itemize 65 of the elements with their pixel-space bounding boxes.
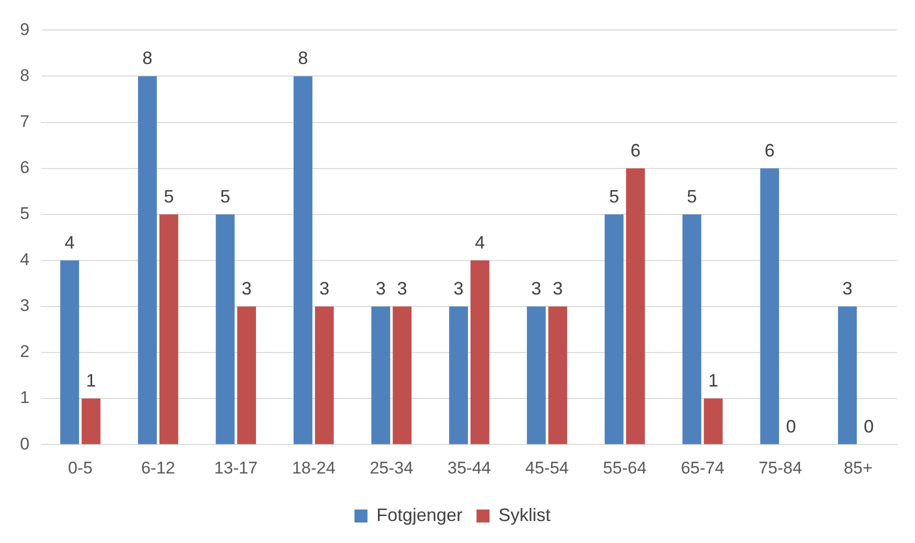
data-label: 0 <box>864 416 874 437</box>
x-tick-label: 75-84 <box>758 458 802 478</box>
legend-label: Fotgjenger <box>376 504 463 525</box>
data-label: 3 <box>319 278 330 298</box>
bar <box>82 398 100 444</box>
data-label: 3 <box>531 278 542 298</box>
x-tick-label: 85+ <box>844 458 873 478</box>
bar <box>237 306 256 444</box>
bar <box>682 214 702 444</box>
x-tick-label: 13-17 <box>214 458 258 478</box>
bar <box>294 76 312 444</box>
bar <box>138 76 157 444</box>
bar <box>449 306 468 444</box>
y-tick-label: 2 <box>20 342 30 362</box>
data-label: 3 <box>242 278 252 298</box>
bar <box>760 168 780 444</box>
bar <box>392 306 412 444</box>
y-tick-label: 1 <box>20 388 30 408</box>
data-label: 3 <box>552 278 563 298</box>
x-tick-label: 25-34 <box>370 458 414 478</box>
data-label: 4 <box>64 232 75 252</box>
y-tick-label: 7 <box>20 112 30 131</box>
x-tick-label: 45-54 <box>525 458 569 478</box>
bar <box>838 306 857 444</box>
data-label: 5 <box>164 186 174 206</box>
data-label: 6 <box>764 140 775 160</box>
data-label: 8 <box>142 48 152 68</box>
bar <box>216 214 235 444</box>
data-label: 1 <box>708 370 718 391</box>
data-label: 5 <box>220 186 230 206</box>
data-label: 1 <box>86 370 96 391</box>
y-tick-label: 8 <box>20 66 30 85</box>
x-tick-label: 0-5 <box>68 458 93 478</box>
x-tick-label: 6-12 <box>141 458 176 478</box>
data-label: 6 <box>630 140 640 160</box>
data-label: 4 <box>474 232 485 252</box>
legend-label: Syklist <box>498 504 551 525</box>
bar <box>626 168 645 444</box>
x-tick-label: 55-64 <box>603 458 647 478</box>
y-tick-label: 9 <box>20 20 30 39</box>
bar <box>314 306 334 444</box>
y-tick-label: 4 <box>20 250 30 270</box>
x-tick-label: 18-24 <box>292 458 336 478</box>
data-label: 3 <box>454 278 464 298</box>
bar <box>371 306 390 444</box>
bar <box>604 214 624 444</box>
bar <box>159 214 178 444</box>
bar <box>704 398 723 444</box>
y-tick-label: 3 <box>20 296 30 316</box>
data-label: 3 <box>397 278 408 298</box>
data-label: 5 <box>686 186 697 206</box>
y-tick-label: 0 <box>20 434 30 454</box>
data-label: 8 <box>298 48 308 68</box>
data-label: 3 <box>376 278 386 298</box>
data-label: 3 <box>842 278 852 298</box>
bar <box>470 260 490 444</box>
data-label: 0 <box>786 416 796 437</box>
y-tick-label: 5 <box>20 204 30 224</box>
x-tick-label: 35-44 <box>447 458 491 478</box>
data-label: 5 <box>609 186 620 206</box>
bar <box>60 260 80 444</box>
bar <box>548 306 568 444</box>
x-tick-label: 65-74 <box>680 458 724 478</box>
y-tick-label: 6 <box>20 158 30 178</box>
bar <box>526 306 546 444</box>
